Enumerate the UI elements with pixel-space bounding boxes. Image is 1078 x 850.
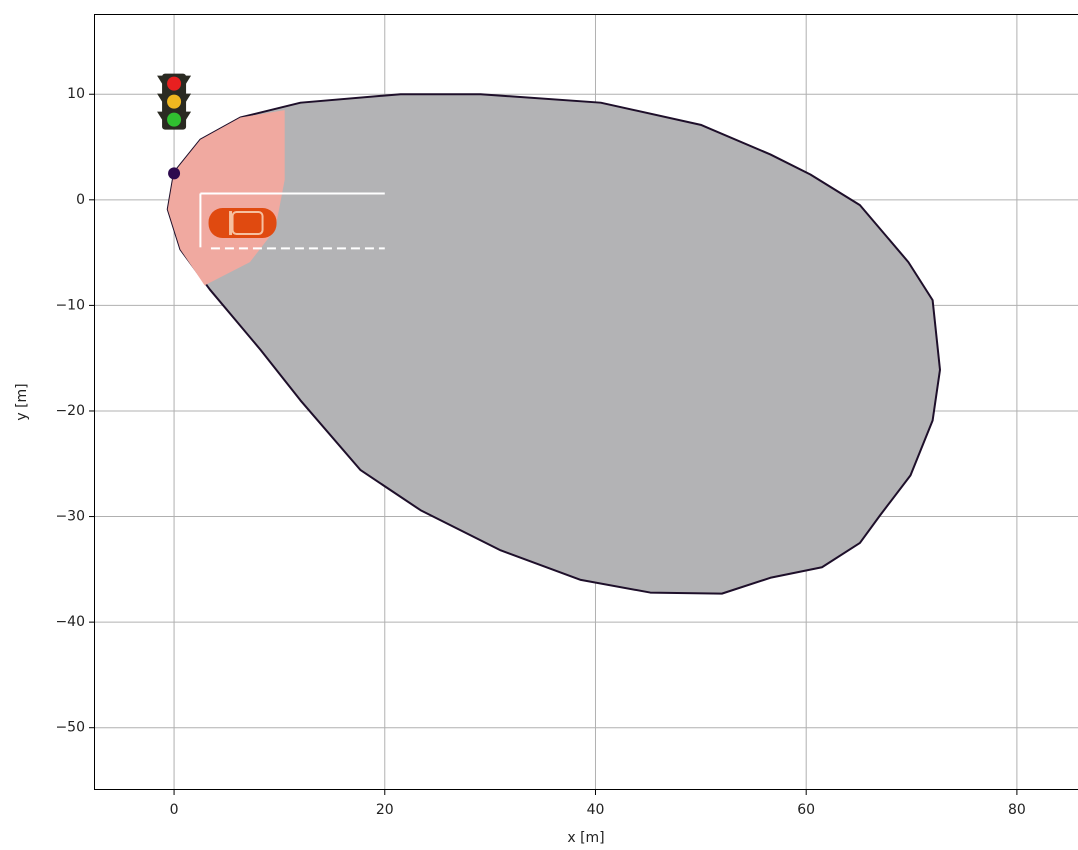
y-tick-label: −20 (55, 403, 85, 419)
x-tick-label: 0 (170, 802, 179, 818)
x-tick-label: 80 (1008, 802, 1026, 818)
y-tick-label: 0 (76, 192, 85, 208)
vehicle (209, 208, 277, 238)
y-tick-label: 10 (67, 86, 85, 102)
x-axis-label: x [m] (567, 830, 604, 846)
x-tick-label: 20 (376, 802, 394, 818)
traffic-light-lamp (167, 95, 181, 109)
traffic-light-lamp (167, 113, 181, 127)
traffic-light-lamp (167, 77, 181, 91)
y-tick-label: −50 (55, 720, 85, 736)
x-tick-label: 60 (797, 802, 815, 818)
chart: x [m] y [m] 020406080100−10−20−30−40−50 (0, 0, 1078, 850)
y-axis-label: y [m] (14, 383, 30, 420)
start-point (168, 167, 180, 179)
y-tick-label: −40 (55, 614, 85, 630)
y-tick-label: −30 (55, 509, 85, 525)
y-tick-label: −10 (55, 297, 85, 313)
x-tick-label: 40 (587, 802, 605, 818)
traffic-light (157, 74, 191, 130)
